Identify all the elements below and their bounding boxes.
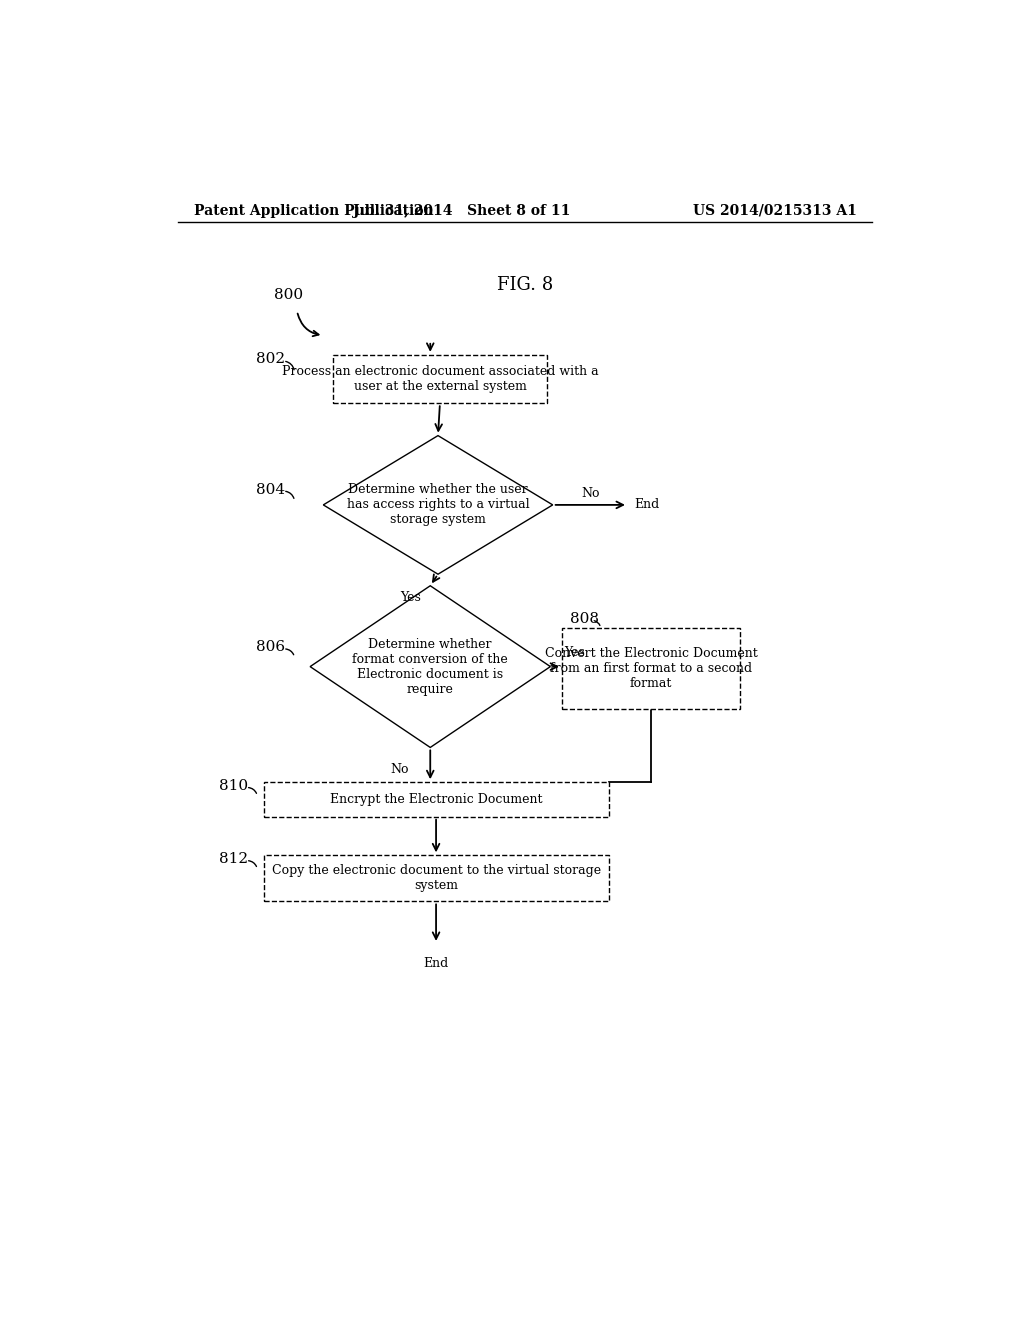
Text: Determine whether
format conversion of the
Electronic document is
require: Determine whether format conversion of t… bbox=[352, 638, 508, 696]
Text: Yes: Yes bbox=[400, 591, 421, 603]
Text: 804: 804 bbox=[256, 483, 285, 496]
Text: US 2014/0215313 A1: US 2014/0215313 A1 bbox=[692, 203, 856, 218]
Text: End: End bbox=[424, 957, 449, 970]
Text: 810: 810 bbox=[219, 779, 249, 793]
Polygon shape bbox=[324, 436, 553, 574]
Text: Patent Application Publication: Patent Application Publication bbox=[194, 203, 433, 218]
Text: Process an electronic document associated with a
user at the external system: Process an electronic document associate… bbox=[282, 366, 598, 393]
Text: 808: 808 bbox=[569, 612, 599, 626]
Text: 806: 806 bbox=[256, 640, 285, 655]
Text: Yes: Yes bbox=[564, 647, 585, 659]
Text: Jul. 31, 2014   Sheet 8 of 11: Jul. 31, 2014 Sheet 8 of 11 bbox=[352, 203, 570, 218]
Text: No: No bbox=[390, 763, 409, 776]
Text: 812: 812 bbox=[219, 853, 249, 866]
Text: Determine whether the user
has access rights to a virtual
storage system: Determine whether the user has access ri… bbox=[347, 483, 529, 527]
Text: Convert the Electronic Document
from an first format to a second
format: Convert the Electronic Document from an … bbox=[545, 647, 758, 690]
Text: FIG. 8: FIG. 8 bbox=[497, 276, 553, 294]
Bar bbox=[334, 355, 547, 404]
Polygon shape bbox=[310, 586, 550, 747]
Text: End: End bbox=[634, 499, 659, 511]
Text: Copy the electronic document to the virtual storage
system: Copy the electronic document to the virt… bbox=[271, 865, 601, 892]
Text: No: No bbox=[581, 487, 599, 500]
Text: Encrypt the Electronic Document: Encrypt the Electronic Document bbox=[330, 793, 543, 807]
Bar bbox=[562, 628, 740, 709]
Text: 802: 802 bbox=[256, 351, 285, 366]
Bar bbox=[263, 781, 608, 817]
Bar bbox=[263, 855, 608, 902]
Text: 800: 800 bbox=[273, 289, 303, 302]
